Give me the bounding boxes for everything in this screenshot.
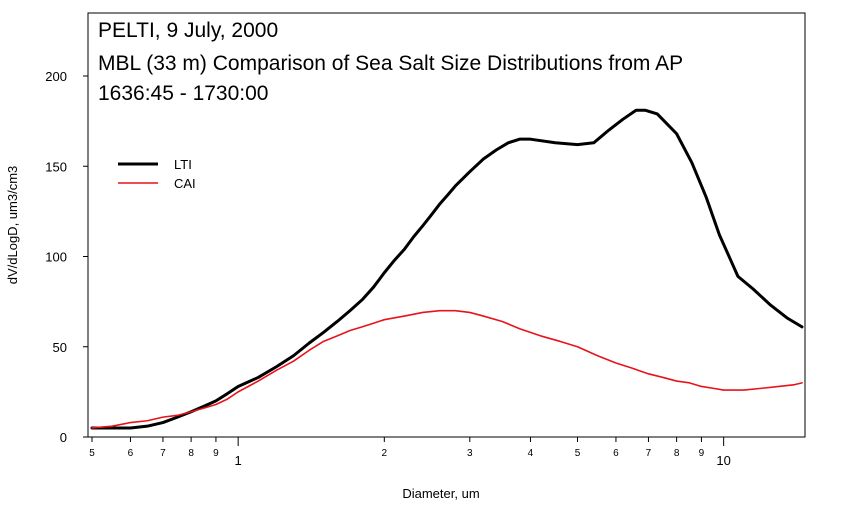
legend: LTI CAI xyxy=(118,157,196,191)
y-tick-label-200: 200 xyxy=(45,69,67,84)
x-minor-tick-label-5: 5 xyxy=(575,448,581,459)
x-minor-tick-label-4: 4 xyxy=(528,448,534,459)
plot-frame xyxy=(87,12,806,438)
chart-title-line-3: 1636:45 - 1730:00 xyxy=(98,82,268,105)
x-axis-label: Diameter, um xyxy=(402,486,479,501)
series-line-lti xyxy=(90,108,804,430)
y-axis-label: dV/dLogD, um3/cm3 xyxy=(5,166,20,285)
x-minor-tick-label-7: 7 xyxy=(646,448,652,459)
y-tick-label-50: 50 xyxy=(53,340,67,355)
x-minor-tick-label-0.5: 5 xyxy=(89,448,95,459)
y-tick-label-0: 0 xyxy=(60,430,67,445)
legend-label-lti: LTI xyxy=(174,157,192,172)
legend-label-cai: CAI xyxy=(174,176,196,191)
x-major-tick-label-1: 1 xyxy=(235,453,242,468)
chart-title-line-1: PELTI, 9 July, 2000 xyxy=(98,19,278,42)
y-axis: 0 50 100 150 200 xyxy=(45,69,88,445)
x-minor-tick-label-8: 8 xyxy=(674,448,680,459)
x-minor-tick-label-0.9: 9 xyxy=(213,448,219,459)
x-minor-tick-label-0.7: 7 xyxy=(160,448,166,459)
series-line-cai xyxy=(91,309,803,429)
y-tick-label-150: 150 xyxy=(45,159,67,174)
chart-title-line-2: MBL (33 m) Comparison of Sea Salt Size D… xyxy=(98,52,683,75)
x-major-tick-label-10: 10 xyxy=(716,453,730,468)
y-tick-label-100: 100 xyxy=(45,250,67,265)
x-minor-tick-label-2: 2 xyxy=(382,448,388,459)
x-minor-tick-label-9: 9 xyxy=(699,448,705,459)
x-minor-tick-label-6: 6 xyxy=(613,448,619,459)
x-minor-tick-label-3: 3 xyxy=(467,448,473,459)
x-minor-tick-label-0.6: 6 xyxy=(128,448,134,459)
series-group xyxy=(90,108,804,430)
x-axis: 1 10 5 6 7 8 9 2 3 4 5 6 7 8 9 xyxy=(89,437,731,468)
x-minor-tick-label-0.8: 8 xyxy=(188,448,194,459)
